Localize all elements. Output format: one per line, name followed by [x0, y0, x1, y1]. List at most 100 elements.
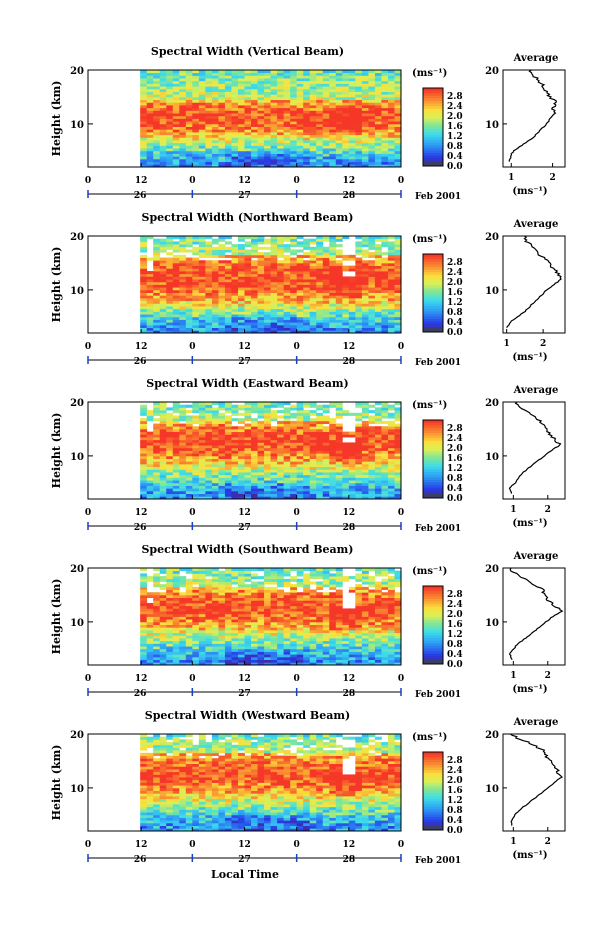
- heatmap-cell: [146, 115, 154, 119]
- heatmap-cell: [264, 643, 271, 647]
- heatmap-cell: [303, 126, 311, 130]
- heatmap-cell: [231, 102, 239, 106]
- heatmap-cell: [309, 316, 317, 320]
- heatmap-cell: [290, 308, 298, 312]
- heatmap-cell: [218, 265, 226, 269]
- heatmap-cell: [342, 153, 350, 157]
- heatmap-cell: [205, 656, 213, 661]
- heatmap-cell: [172, 78, 180, 82]
- heatmap-cell: [394, 123, 402, 127]
- heatmap-cell: [140, 485, 148, 489]
- heatmap-cell: [329, 292, 337, 296]
- heatmap-cell: [309, 142, 317, 146]
- heatmap-cell: [309, 129, 317, 133]
- heatmap-cell: [166, 621, 174, 625]
- heatmap-cell: [218, 474, 226, 478]
- heatmap-cell: [159, 244, 167, 248]
- heatmap-cell: [290, 306, 298, 310]
- heatmap-cell: [159, 420, 167, 424]
- heatmap-cell: [172, 434, 180, 438]
- heatmap-cell: [322, 271, 330, 275]
- heatmap-cell: [322, 96, 330, 101]
- heatmap-cell: [166, 271, 174, 275]
- heatmap-cell: [185, 466, 193, 470]
- heatmap-cell: [140, 129, 148, 133]
- heatmap-cell: [342, 308, 350, 312]
- heatmap-cell: [251, 102, 258, 106]
- heatmap-cell: [172, 70, 180, 74]
- heatmap-cell: [329, 474, 337, 478]
- heatmap-cell: [198, 91, 206, 95]
- heatmap-cell: [211, 78, 219, 82]
- heatmap-cell: [394, 434, 402, 438]
- heatmap-cell: [211, 110, 219, 114]
- heatmap-cell: [172, 322, 180, 326]
- heatmap-cell: [140, 466, 148, 470]
- heatmap-cell: [185, 447, 193, 451]
- heatmap-cell: [335, 466, 343, 470]
- heatmap-cell: [179, 431, 187, 435]
- heatmap-cell: [185, 654, 193, 658]
- heatmap-cell: [316, 78, 324, 82]
- heatmap-cell: [153, 324, 161, 329]
- heatmap-cell: [205, 426, 213, 430]
- heatmap-cell: [303, 238, 311, 242]
- heatmap-cell: [283, 627, 291, 631]
- heatmap-cell: [264, 635, 271, 639]
- heatmap-cell: [172, 651, 180, 655]
- heatmap-cell: [179, 482, 187, 486]
- heatmap-cell: [264, 78, 271, 82]
- heatmap-cell: [159, 469, 167, 473]
- heatmap-cell: [237, 324, 245, 329]
- heatmap-cell: [179, 244, 187, 248]
- heatmap-cell: [244, 407, 252, 411]
- heatmap-cell: [140, 463, 148, 468]
- heatmap-cell: [316, 137, 324, 141]
- heatmap-cell: [166, 496, 174, 500]
- heatmap-cell: [322, 153, 330, 157]
- heatmap-cell: [251, 131, 258, 136]
- heatmap-cell: [218, 648, 226, 652]
- heatmap-cell: [394, 450, 402, 454]
- heatmap-cell: [159, 431, 167, 435]
- heatmap-cell: [179, 455, 187, 459]
- heatmap-cell: [309, 477, 317, 481]
- heatmap-cell: [342, 629, 350, 634]
- heatmap-cell: [381, 324, 389, 329]
- heatmap-cell: [355, 651, 363, 655]
- heatmap-cell: [270, 78, 278, 82]
- heatmap-cell: [153, 474, 161, 478]
- heatmap-cell: [231, 99, 239, 103]
- heatmap-cell: [329, 78, 337, 82]
- heatmap-cell: [387, 276, 395, 280]
- heatmap-cell: [251, 105, 258, 109]
- heatmap-cell: [387, 439, 395, 443]
- heatmap-cell: [394, 150, 402, 154]
- heatmap-cell: [185, 156, 193, 160]
- heatmap-cell: [335, 153, 343, 157]
- colorbar-swatch: [423, 298, 443, 302]
- heatmap-cell: [342, 284, 350, 288]
- heatmap-cell: [329, 458, 337, 462]
- heatmap-cell: [270, 276, 278, 280]
- heatmap-cell: [244, 164, 252, 168]
- heatmap-cell: [335, 474, 343, 478]
- heatmap-cell: [394, 75, 402, 79]
- heatmap-cell: [257, 131, 265, 136]
- avg-x-tick-label: 2: [549, 173, 555, 183]
- heatmap-cell: [394, 453, 402, 457]
- heatmap-cell: [264, 493, 271, 497]
- heatmap-cell: [316, 83, 324, 87]
- heatmap-cell: [355, 300, 363, 304]
- heatmap-cell: [303, 314, 311, 318]
- colorbar-tick-label: 2.0: [447, 278, 463, 288]
- heatmap-cell: [342, 330, 350, 334]
- heatmap-cell: [316, 287, 324, 291]
- heatmap-cell: [264, 624, 271, 628]
- heatmap-cell: [368, 490, 376, 495]
- heatmap-cell: [303, 477, 311, 481]
- heatmap-cell: [192, 404, 200, 408]
- heatmap-cell: [153, 249, 161, 253]
- heatmap-cell: [270, 643, 278, 647]
- heatmap-cell: [224, 86, 232, 90]
